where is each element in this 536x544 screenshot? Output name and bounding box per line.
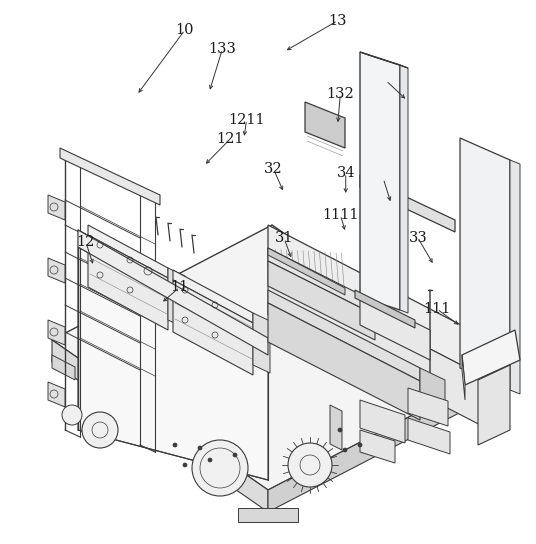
Polygon shape (360, 430, 395, 463)
Polygon shape (168, 268, 185, 328)
Polygon shape (330, 405, 342, 450)
Text: 1211: 1211 (228, 113, 265, 127)
Text: 31: 31 (275, 231, 293, 245)
Polygon shape (462, 330, 520, 385)
Polygon shape (140, 260, 160, 282)
Polygon shape (360, 52, 400, 310)
Polygon shape (48, 258, 65, 283)
Text: 10: 10 (176, 23, 194, 37)
Polygon shape (476, 363, 490, 392)
Polygon shape (268, 303, 420, 420)
Polygon shape (360, 52, 408, 68)
Polygon shape (268, 265, 490, 430)
Text: 13: 13 (329, 14, 347, 28)
Polygon shape (52, 340, 268, 512)
Polygon shape (238, 508, 298, 522)
Polygon shape (375, 302, 395, 336)
Circle shape (343, 448, 347, 452)
Polygon shape (420, 368, 445, 413)
Text: 12: 12 (77, 235, 95, 249)
Polygon shape (268, 261, 375, 340)
Polygon shape (268, 248, 375, 315)
Circle shape (198, 446, 202, 450)
Text: 131: 131 (369, 171, 397, 186)
Polygon shape (460, 138, 510, 390)
Polygon shape (52, 355, 75, 380)
Circle shape (192, 440, 248, 496)
Polygon shape (408, 388, 448, 426)
Text: 132: 132 (326, 86, 354, 101)
Circle shape (62, 405, 82, 425)
Polygon shape (360, 400, 405, 443)
Circle shape (183, 463, 187, 467)
Polygon shape (305, 102, 345, 148)
Polygon shape (360, 175, 455, 232)
Polygon shape (173, 280, 253, 375)
Text: 11: 11 (170, 280, 189, 294)
Polygon shape (408, 418, 450, 454)
Polygon shape (78, 230, 268, 355)
Text: 134: 134 (372, 73, 400, 88)
Polygon shape (48, 382, 65, 407)
Circle shape (208, 458, 212, 462)
Polygon shape (52, 225, 490, 490)
Text: 34: 34 (337, 166, 355, 180)
Polygon shape (48, 320, 65, 345)
Circle shape (288, 443, 332, 487)
Polygon shape (88, 235, 168, 330)
Circle shape (233, 453, 237, 457)
Polygon shape (48, 195, 65, 220)
Polygon shape (60, 148, 160, 205)
Polygon shape (173, 270, 253, 323)
Polygon shape (400, 65, 408, 313)
Polygon shape (78, 247, 268, 480)
Polygon shape (462, 355, 465, 400)
Text: 33: 33 (409, 231, 427, 245)
Polygon shape (88, 225, 168, 278)
Polygon shape (253, 313, 270, 373)
Polygon shape (478, 365, 510, 445)
Polygon shape (268, 290, 420, 381)
Text: 133: 133 (209, 42, 236, 56)
Text: 1111: 1111 (322, 208, 359, 222)
Polygon shape (355, 290, 415, 328)
Text: 121: 121 (217, 132, 244, 146)
Polygon shape (510, 160, 520, 394)
Circle shape (173, 443, 177, 447)
Text: 111: 111 (423, 302, 451, 316)
Circle shape (338, 428, 342, 432)
Circle shape (82, 412, 118, 448)
Polygon shape (360, 295, 430, 360)
Polygon shape (268, 248, 345, 295)
Text: 32: 32 (264, 162, 282, 176)
Polygon shape (268, 375, 490, 512)
Circle shape (358, 443, 362, 447)
Polygon shape (268, 225, 490, 380)
